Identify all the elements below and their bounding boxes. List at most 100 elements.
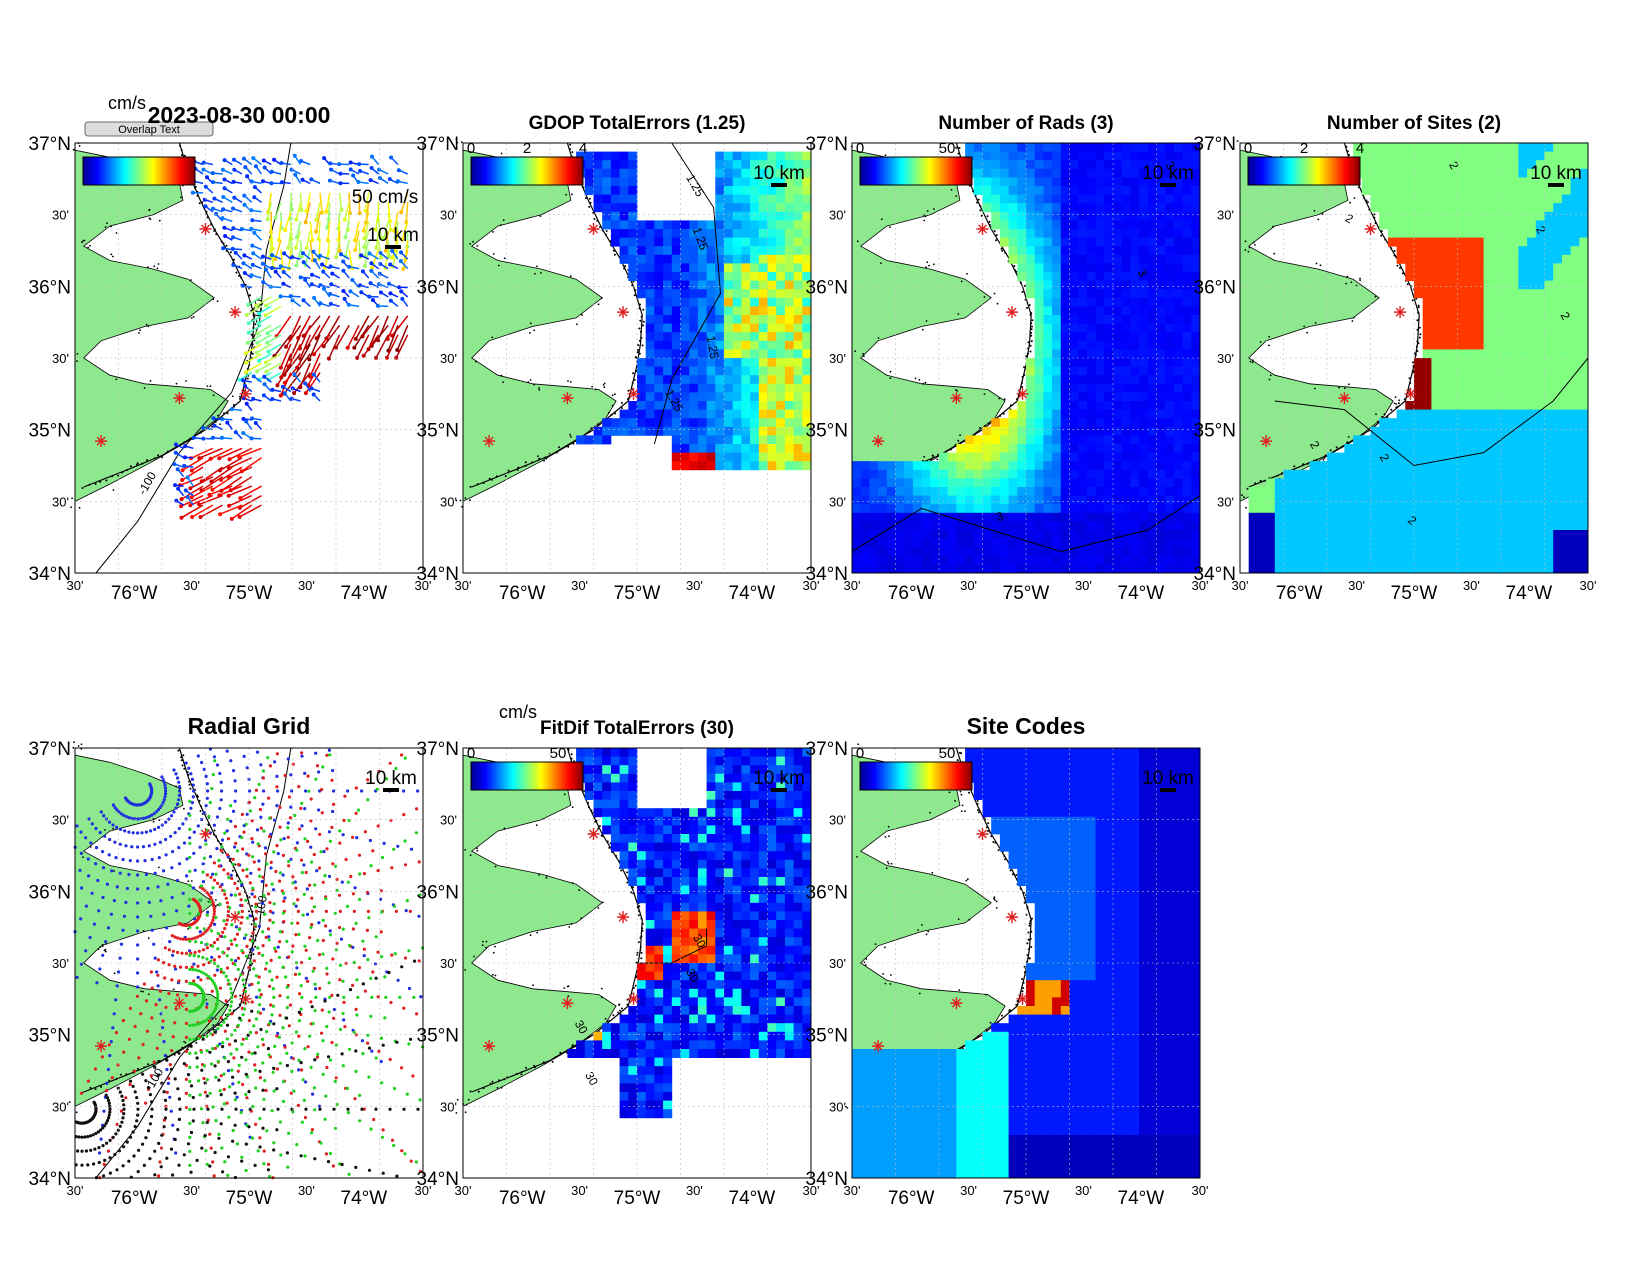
- coast-dot: [960, 280, 963, 283]
- heat-cell: [1414, 366, 1424, 376]
- vector-head: [179, 515, 184, 520]
- heat-cell: [1017, 263, 1027, 273]
- heat-cell: [947, 452, 957, 462]
- heat-cell: [1104, 392, 1114, 402]
- heat-cell: [1353, 487, 1363, 496]
- heat-cell: [1156, 409, 1166, 419]
- heat-cell: [1509, 194, 1519, 204]
- heat-cell: [776, 392, 786, 402]
- coast-dot: [1268, 344, 1270, 347]
- heat-cell: [619, 229, 629, 238]
- heat-cell: [1501, 461, 1511, 471]
- heat-cell: [706, 426, 716, 436]
- vector-head: [214, 211, 219, 216]
- heat-cell: [1535, 418, 1545, 428]
- vector-head: [226, 493, 231, 498]
- heat-cell: [1139, 194, 1149, 204]
- heat-cell: [1034, 409, 1044, 419]
- heat-cell: [991, 211, 1001, 221]
- heat-cell: [1017, 237, 1027, 247]
- heat-cell: [1043, 263, 1053, 273]
- heat-cell: [1553, 426, 1563, 436]
- heat-cell: [1095, 143, 1105, 152]
- heat-cell: [1017, 487, 1027, 496]
- heat-cell: [1147, 555, 1157, 565]
- land-mass: [851, 143, 1006, 502]
- heat-cell: [784, 254, 794, 264]
- heat-cell: [982, 478, 992, 488]
- vector-head: [290, 255, 295, 260]
- heat-cell: [1017, 555, 1027, 565]
- heat-cell: [1182, 418, 1192, 428]
- heat-cell: [1492, 392, 1502, 402]
- heat-cell: [1448, 237, 1458, 247]
- coast-dot: [533, 329, 536, 332]
- coast-dot: [529, 332, 531, 334]
- heat-cell: [1139, 229, 1149, 238]
- heat-cell: [991, 478, 1001, 488]
- heat-cell: [1579, 340, 1589, 350]
- heat-cell: [1095, 392, 1105, 402]
- current-vector: [363, 240, 370, 257]
- heat-cell: [1086, 297, 1096, 307]
- heat-cell: [1535, 246, 1545, 256]
- heat-cell: [1414, 194, 1424, 204]
- heat-cell: [1182, 211, 1192, 221]
- heat-cell: [1165, 263, 1175, 273]
- heat-cell: [1422, 495, 1432, 505]
- current-vector: [265, 353, 282, 364]
- heat-cell: [1344, 469, 1354, 479]
- lon-tick-label: 74°W: [729, 583, 776, 604]
- heat-cell: [715, 366, 725, 376]
- vector-head: [254, 350, 259, 355]
- heat-cell: [1095, 289, 1105, 299]
- heat-cell: [1570, 263, 1580, 273]
- heat-cell: [939, 521, 949, 531]
- heat-cell: [912, 521, 922, 531]
- heat-cell: [1466, 254, 1476, 264]
- current-vector: [284, 211, 292, 231]
- heat-cell: [654, 332, 664, 342]
- coast-dot: [472, 240, 474, 243]
- heat-cell: [1553, 211, 1563, 221]
- heat-cell: [671, 461, 681, 471]
- heat-cell: [1147, 177, 1157, 187]
- heat-cell: [1553, 418, 1563, 428]
- heat-cell: [1069, 315, 1079, 324]
- heat-cell: [1121, 220, 1131, 230]
- lat-minor-label: 30': [52, 494, 69, 509]
- heat-cell: [1095, 452, 1105, 462]
- heat-cell: [1034, 297, 1044, 307]
- vector-head: [342, 296, 347, 301]
- heat-cell: [1431, 521, 1441, 531]
- heat-cell: [1156, 349, 1166, 359]
- heat-cell: [1139, 211, 1149, 221]
- heat-cell: [1156, 272, 1166, 281]
- heat-cell: [1095, 495, 1105, 505]
- heat-cell: [1008, 521, 1018, 531]
- heat-cell: [1483, 375, 1493, 385]
- heat-cell: [1414, 461, 1424, 471]
- heat-cell: [1501, 383, 1511, 393]
- heat-cell: [1113, 168, 1123, 178]
- heat-cell: [904, 487, 914, 496]
- heat-cell: [1448, 461, 1458, 471]
- current-vector: [267, 192, 273, 213]
- heat-cell: [706, 366, 716, 376]
- heat-cell: [1431, 151, 1441, 161]
- heat-cell: [741, 237, 751, 247]
- current-vector: [344, 240, 350, 257]
- coast-dot: [603, 386, 606, 389]
- heat-cell: [1095, 564, 1105, 574]
- heat-cell: [776, 332, 786, 342]
- current-vector: [299, 334, 311, 359]
- heat-cell: [610, 237, 620, 247]
- vector-head: [278, 365, 283, 370]
- heat-cell: [758, 254, 768, 264]
- heat-cell: [793, 280, 803, 290]
- coast-dot: [94, 483, 97, 485]
- heat-cell: [1422, 418, 1432, 428]
- heat-cell: [1104, 246, 1114, 256]
- heat-cell: [637, 392, 647, 402]
- heat-cell: [991, 461, 1001, 471]
